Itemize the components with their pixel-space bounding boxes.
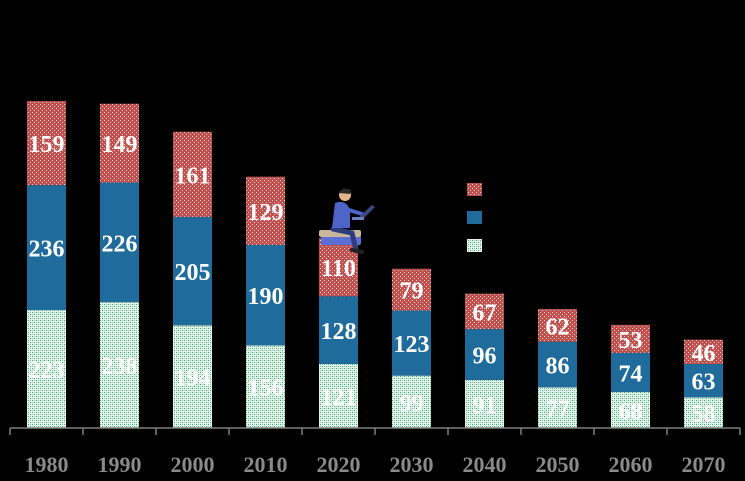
data-label-middle-2030: 123	[394, 332, 430, 358]
person-sitting-on-books-with-laptop-icon	[319, 188, 375, 254]
bar-segment-bottom-2040	[465, 379, 504, 428]
x-tick-labels: 1980 1990 2000 2010 2020 2030 2040 2050 2060 2070	[25, 452, 726, 477]
x-axis	[9, 427, 741, 435]
data-label-bottom-1980: 223	[29, 358, 65, 384]
legend	[467, 183, 482, 252]
bar-segment-bottom-2010	[246, 345, 285, 428]
bar-segment-bottom-1990	[100, 302, 139, 428]
data-label-top-1980: 159	[29, 132, 65, 158]
bar-segment-middle-2070	[684, 363, 723, 398]
bar-segment-top-1990	[100, 103, 139, 183]
data-label-middle-2060: 74	[619, 361, 643, 387]
bar-segment-top-2060	[611, 324, 650, 353]
data-label-top-2020: 110	[321, 256, 356, 282]
data-label-bottom-1990: 238	[102, 354, 138, 380]
legend-swatch-top	[467, 183, 482, 196]
bar-segment-top-2040	[465, 293, 504, 330]
bar-segment-bottom-2030	[392, 375, 431, 428]
data-label-top-2060: 53	[619, 328, 643, 354]
bar-segment-bottom-2070	[684, 397, 723, 428]
x-tick-label-2060: 2060	[609, 452, 653, 477]
bar-segment-bottom-2020	[319, 363, 358, 428]
bar-segment-top-2030	[392, 268, 431, 311]
bar-segment-top-2050	[538, 308, 577, 342]
x-tick-label-2050: 2050	[536, 452, 580, 477]
data-label-middle-2050: 86	[546, 354, 570, 380]
data-label-top-2070: 46	[692, 341, 716, 367]
data-label-middle-1990: 226	[102, 231, 138, 257]
bar-segment-middle-2040	[465, 329, 504, 380]
x-tick-label-2030: 2030	[390, 452, 434, 477]
data-label-bottom-2030: 99	[400, 391, 424, 417]
bar-segment-middle-2050	[538, 341, 577, 388]
data-label-middle-2000: 205	[175, 260, 211, 286]
bar-segment-middle-2000	[173, 216, 212, 326]
data-label-bottom-2040: 91	[473, 393, 497, 419]
legend-swatch-middle	[467, 211, 482, 224]
x-tick-label-2000: 2000	[171, 452, 215, 477]
bar-segment-middle-2020	[319, 296, 358, 364]
bar-segment-middle-2010	[246, 244, 285, 346]
bar-segment-middle-2030	[392, 310, 431, 376]
bar-segment-bottom-2050	[538, 387, 577, 428]
legend-swatch-bottom	[467, 239, 482, 252]
bars-group	[27, 101, 723, 428]
x-tick-label-2070: 2070	[682, 452, 726, 477]
data-label-bottom-2070: 58	[692, 402, 716, 428]
data-label-bottom-2010: 156	[248, 376, 284, 402]
bar-segment-middle-1980	[27, 185, 66, 311]
data-label-top-2000: 161	[175, 163, 211, 189]
bar-segment-top-1980	[27, 101, 66, 186]
bar-segment-bottom-2000	[173, 325, 212, 428]
bar-segment-middle-2060	[611, 352, 650, 393]
data-label-bottom-2050: 77	[546, 397, 570, 423]
data-label-middle-2040: 96	[473, 343, 497, 369]
bar-segment-top-2070	[684, 339, 723, 364]
x-tick-label-2010: 2010	[244, 452, 288, 477]
data-label-bottom-2060: 68	[619, 399, 643, 425]
data-label-middle-2020: 128	[321, 319, 357, 345]
data-label-bottom-2000: 194	[175, 366, 211, 392]
data-label-top-2010: 129	[248, 200, 284, 226]
data-label-middle-2070: 63	[692, 370, 716, 396]
data-label-top-2050: 62	[546, 314, 570, 340]
bar-segment-bottom-1980	[27, 310, 66, 428]
data-label-top-1990: 149	[102, 132, 138, 158]
bar-segment-top-2000	[173, 131, 212, 217]
bar-segment-bottom-2060	[611, 392, 650, 428]
data-label-middle-1980: 236	[29, 237, 65, 263]
x-tick-label-2040: 2040	[463, 452, 507, 477]
bar-segment-middle-1990	[100, 182, 139, 303]
x-tick-label-2020: 2020	[317, 452, 361, 477]
data-label-middle-2010: 190	[248, 284, 284, 310]
x-tick-label-1990: 1990	[98, 452, 142, 477]
data-label-top-2040: 67	[473, 300, 497, 326]
bar-segment-top-2020	[319, 238, 358, 297]
x-tick-label-1980: 1980	[25, 452, 69, 477]
bar-segment-top-2010	[246, 176, 285, 245]
data-label-bottom-2020: 121	[321, 385, 357, 411]
data-label-top-2030: 79	[400, 279, 424, 305]
data-labels-group: 223 236 159 238 226 149 194 205 161 156 190 129 121 1…	[29, 132, 716, 428]
